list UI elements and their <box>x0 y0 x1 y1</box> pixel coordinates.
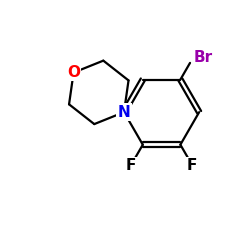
Text: F: F <box>126 158 136 173</box>
Text: N: N <box>118 105 130 120</box>
Text: F: F <box>187 158 198 173</box>
Text: Br: Br <box>193 50 212 65</box>
Text: O: O <box>67 65 80 80</box>
